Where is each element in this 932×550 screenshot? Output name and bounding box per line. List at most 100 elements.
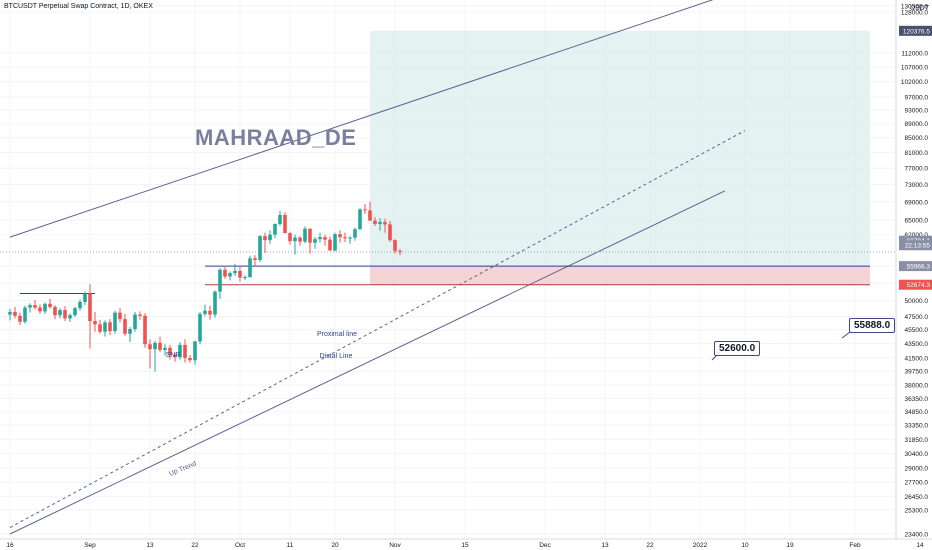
candle-body (58, 310, 62, 316)
candle-body (373, 220, 377, 224)
candle (278, 210, 282, 226)
candle (113, 310, 117, 334)
price-tick-label: 23400.0 (905, 532, 929, 539)
candle-body (353, 229, 357, 238)
target-price-callout[interactable]: 55888.0 (849, 318, 896, 333)
candle-body (398, 250, 402, 252)
time-tick-label: 15 (461, 542, 469, 549)
price-tick-label: 30400.0 (905, 451, 929, 458)
candle-body (278, 214, 282, 224)
candle-body (348, 237, 352, 239)
candle-body (363, 209, 367, 211)
time-tick-label: 20 (331, 542, 339, 549)
candle (243, 275, 247, 280)
time-tick-label: 16 (6, 542, 14, 549)
candle-body (8, 311, 12, 315)
stop-price-callout[interactable]: 52600.0 (714, 341, 761, 356)
trend-lines (9, 0, 746, 535)
candle (153, 340, 157, 372)
price-tick-label: 47500.0 (905, 314, 929, 321)
time-axis[interactable]: 16 Sep 13 22 Oct 11 20 Nov 15 Dec 13 22 2022 10 19 Feb 1… (0, 538, 932, 550)
candles (8, 201, 402, 372)
price-badge-label: 120376.5 (903, 28, 930, 35)
price-tick-label: 73000.0 (905, 182, 929, 189)
candle-body (73, 308, 77, 316)
candle-body (203, 310, 207, 314)
candle-body (148, 344, 152, 350)
candle (228, 271, 232, 281)
candle-body (113, 312, 117, 332)
price-tick-label: 65000.0 (905, 218, 929, 225)
candle (183, 339, 187, 363)
zones (370, 30, 870, 285)
candle-body (63, 310, 67, 319)
candle-body (163, 347, 167, 350)
candle-body (283, 214, 287, 234)
price-tick-label: 81000.0 (905, 150, 929, 157)
candle-body (358, 209, 362, 230)
candle-body (48, 303, 52, 307)
candle (53, 305, 57, 320)
candle-body (338, 234, 342, 238)
candle (108, 319, 112, 336)
time-tick-label: Nov (389, 542, 401, 549)
candle-body (293, 237, 297, 242)
candle (333, 232, 337, 252)
candle (323, 234, 327, 246)
candle-body (23, 307, 27, 322)
watermark-text: MAHRAAD_DE (195, 125, 357, 150)
candle (38, 304, 42, 314)
candle-body (93, 321, 97, 325)
candle-body (133, 314, 137, 330)
candle-body (178, 344, 182, 358)
candle (218, 268, 222, 299)
symbol-title: BTCUSDT Perpetual Swap Contract, 1D, OKE… (4, 3, 153, 10)
currency-label: USDT (910, 5, 930, 12)
time-tick-label: 2022 (693, 542, 708, 549)
price-tick-label: 26450.0 (905, 494, 929, 501)
candle (98, 319, 102, 334)
candle (118, 308, 122, 323)
candle (383, 218, 387, 233)
candle-body (248, 258, 252, 278)
candle (238, 267, 242, 282)
candle-body (78, 301, 82, 309)
candle-body (233, 270, 237, 274)
time-tick-label: Oct (235, 542, 245, 549)
price-tick-label: 39750.0 (905, 369, 929, 376)
candle-body (98, 324, 102, 332)
candle (268, 230, 272, 244)
price-tick-label: 41500.0 (905, 355, 929, 362)
candle-body (308, 228, 312, 243)
distal-line-label: Distal Line (320, 353, 353, 360)
time-tick-label: Sep (84, 542, 96, 549)
snr-label: SNR (166, 352, 181, 359)
candle (393, 239, 397, 254)
time-tick-label: 13 (146, 542, 154, 549)
candle (68, 313, 72, 322)
price-badge-bg (899, 25, 932, 36)
time-tick-label: 14 (916, 542, 924, 549)
candle (368, 201, 372, 222)
candle-body (368, 210, 372, 221)
candle (18, 312, 22, 326)
time-tick-label: Feb (849, 542, 861, 549)
price-tick-label: 85000.0 (905, 135, 929, 142)
price-tick-label: 62000.0 (905, 232, 929, 239)
candle (273, 223, 277, 239)
price-tick-label: 93000.0 (905, 108, 929, 115)
price-tick-label: 43500.0 (905, 341, 929, 348)
candle (193, 340, 197, 365)
candle (168, 344, 172, 360)
candle-body (13, 311, 17, 316)
candle (103, 320, 107, 337)
candle-body (218, 269, 222, 292)
candle-body (253, 258, 257, 260)
price-tick-label: 128000.0 (901, 9, 928, 16)
candle-body (273, 223, 277, 235)
price-tick-label: 27700.0 (905, 480, 929, 487)
price-tick-label: 31850.0 (905, 437, 929, 444)
candle-body (33, 305, 37, 308)
